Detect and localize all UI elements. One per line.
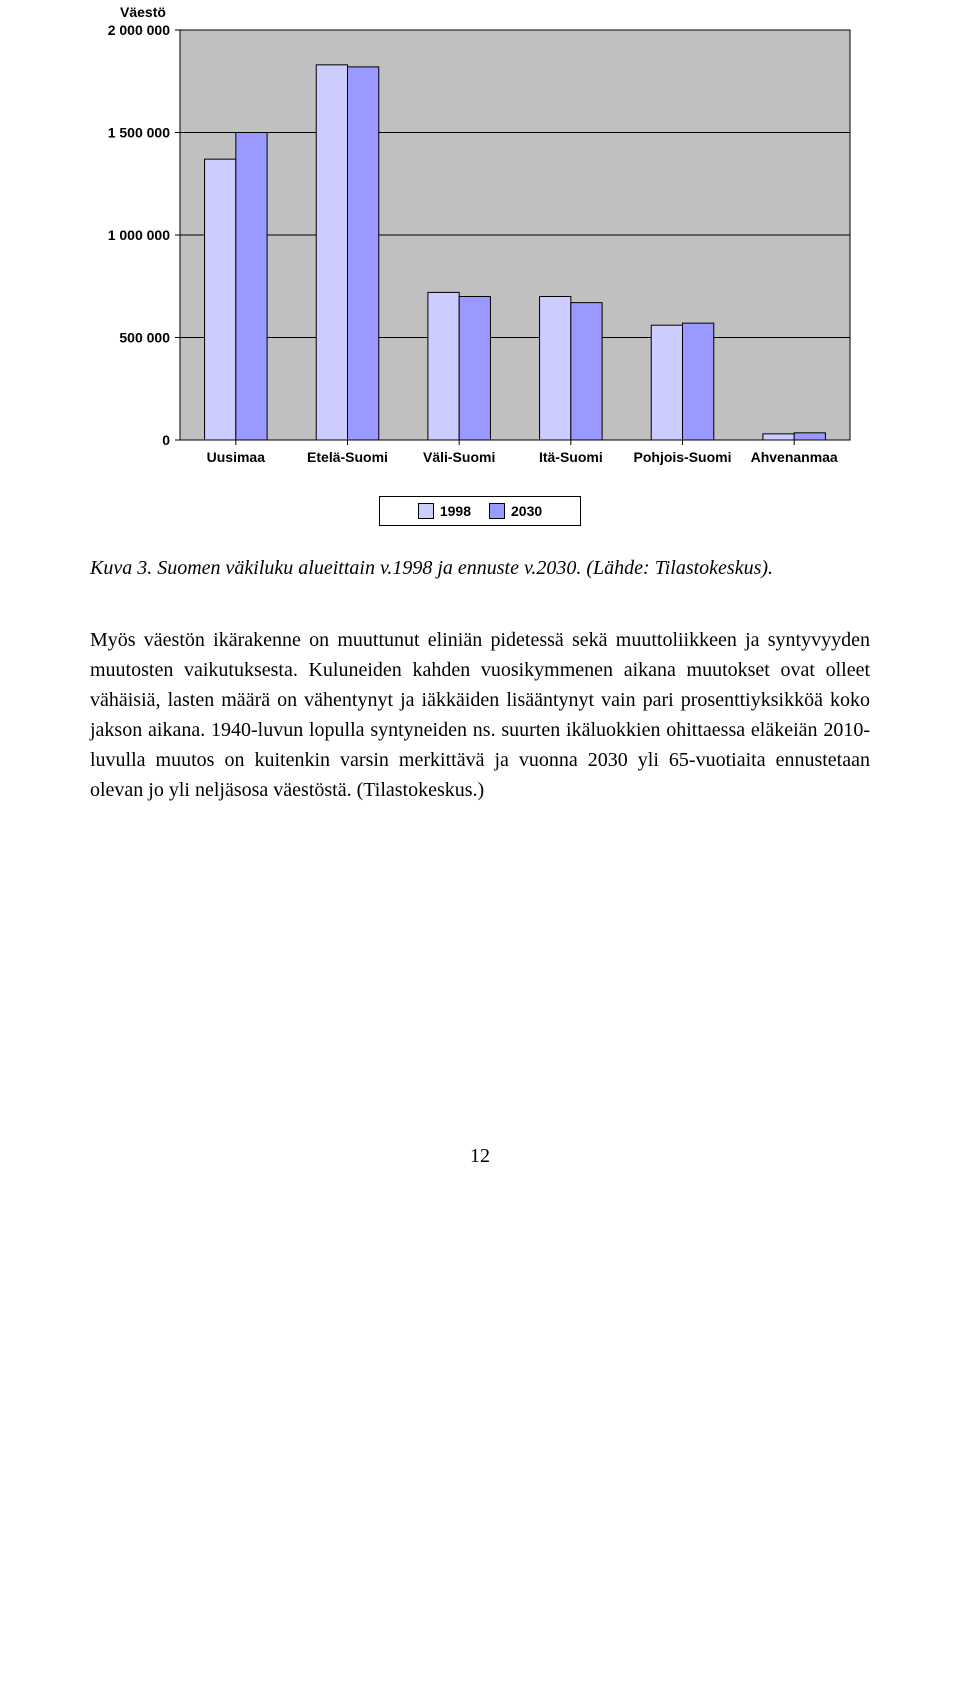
svg-text:Ahvenanmaa: Ahvenanmaa xyxy=(751,449,838,465)
legend-label-2030: 2030 xyxy=(511,503,542,519)
legend-item-2030: 2030 xyxy=(489,503,542,519)
chart-legend: 1998 2030 xyxy=(379,496,581,526)
svg-text:Pohjois-Suomi: Pohjois-Suomi xyxy=(634,449,732,465)
figure-caption: Kuva 3. Suomen väkiluku alueittain v.199… xyxy=(90,554,870,583)
svg-text:0: 0 xyxy=(162,432,170,448)
legend-label-1998: 1998 xyxy=(440,503,471,519)
svg-text:Väli-Suomi: Väli-Suomi xyxy=(423,449,495,465)
svg-text:500 000: 500 000 xyxy=(119,330,170,346)
svg-text:Uusimaa: Uusimaa xyxy=(207,449,266,465)
svg-text:2 000 000: 2 000 000 xyxy=(108,22,170,38)
legend-swatch-2030 xyxy=(489,503,505,519)
bar-chart: 0 500 000 1 000 000 1 500 000 2 000 000 Uusim… xyxy=(90,20,870,490)
legend-item-1998: 1998 xyxy=(418,503,471,519)
chart-title: Väestö xyxy=(120,4,870,20)
chart-container: Väestö 0 500 000 1 000 000 1 500 000 2 000 0… xyxy=(90,4,870,526)
page-number: 12 xyxy=(90,1145,870,1168)
document-page: Väestö 0 500 000 1 000 000 1 500 000 2 000 0… xyxy=(0,4,960,1208)
svg-text:Itä-Suomi: Itä-Suomi xyxy=(539,449,603,465)
legend-swatch-1998 xyxy=(418,503,434,519)
body-paragraph: Myös väestön ikärakenne on muuttunut eli… xyxy=(90,625,870,805)
svg-text:1 500 000: 1 500 000 xyxy=(108,125,170,141)
svg-text:1 000 000: 1 000 000 xyxy=(108,227,170,243)
svg-text:Etelä-Suomi: Etelä-Suomi xyxy=(307,449,388,465)
